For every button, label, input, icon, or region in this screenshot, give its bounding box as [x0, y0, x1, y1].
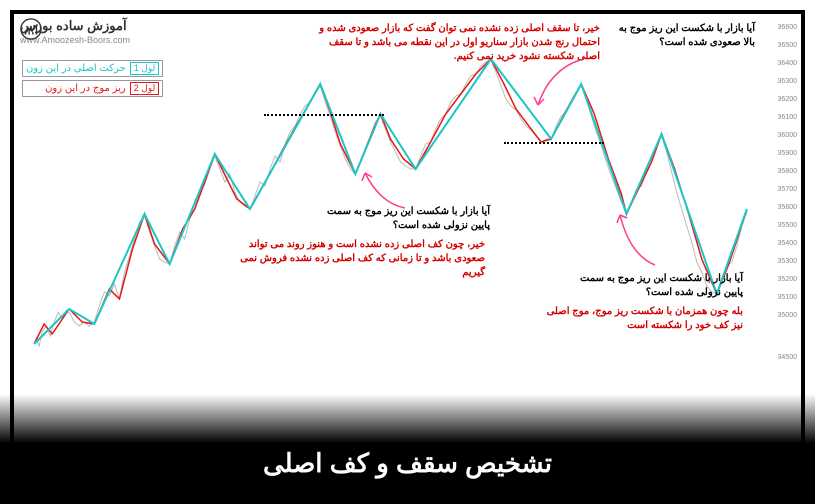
question-3: آیا بازار با شکست این ریز موج به سمت پای…	[568, 272, 743, 300]
y-tick: 34500	[778, 354, 797, 361]
question-2: آیا بازار با شکست این ریز موج به سمت پای…	[315, 205, 490, 233]
y-tick: 35200	[778, 276, 797, 283]
y-tick: 36300	[778, 78, 797, 85]
level-2-badge: لول 2	[130, 82, 159, 95]
legend-row-2: لول 2 ریز موج در این زون	[22, 80, 163, 97]
brand-logo: آموزش ساده بورس www.Amoozesh-Boors.com	[20, 18, 130, 45]
arrow-q1	[530, 55, 590, 115]
y-tick: 36100	[778, 114, 797, 121]
y-tick: 36500	[778, 42, 797, 49]
page-title: تشخیص سقف و کف اصلی	[263, 448, 552, 479]
y-tick: 35300	[778, 258, 797, 265]
resistance-line-1	[264, 114, 384, 116]
answer-3: بله چون همزمان با شکست ریز موج، موج اصلی…	[538, 305, 743, 333]
resistance-line-2	[504, 142, 604, 144]
y-tick: 35100	[778, 294, 797, 301]
y-tick: 35000	[778, 312, 797, 319]
level-2-label: ریز موج در این زون	[45, 83, 126, 94]
y-tick: 35400	[778, 240, 797, 247]
level-1-label: حرکت اصلی در این زون	[26, 63, 126, 74]
answer-1: خیر، تا سقف اصلی زده نشده نمی توان گفت ک…	[305, 22, 600, 64]
level-1-badge: لول 1	[130, 62, 159, 75]
y-axis: 36600 36500 36400 36300 36200 36100 3600…	[767, 14, 799, 399]
arrow-q3	[615, 210, 665, 270]
y-tick: 36600	[778, 24, 797, 31]
y-tick: 35700	[778, 186, 797, 193]
y-tick: 35600	[778, 204, 797, 211]
legend-row-1: لول 1 حرکت اصلی در این زون	[22, 60, 163, 77]
logo-icon	[20, 18, 42, 40]
y-tick: 35900	[778, 150, 797, 157]
y-tick: 35800	[778, 168, 797, 175]
legend-box: لول 1 حرکت اصلی در این زون لول 2 ریز موج…	[22, 60, 163, 100]
y-tick: 36000	[778, 132, 797, 139]
y-tick: 35500	[778, 222, 797, 229]
answer-2: خیر، چون کف اصلی زده نشده است و هنوز رون…	[225, 238, 485, 280]
title-band: تشخیص سقف و کف اصلی	[0, 394, 815, 504]
y-tick: 36200	[778, 96, 797, 103]
y-tick: 36400	[778, 60, 797, 67]
question-1: آیا بازار با شکست این ریز موج به بالا صع…	[615, 22, 755, 50]
